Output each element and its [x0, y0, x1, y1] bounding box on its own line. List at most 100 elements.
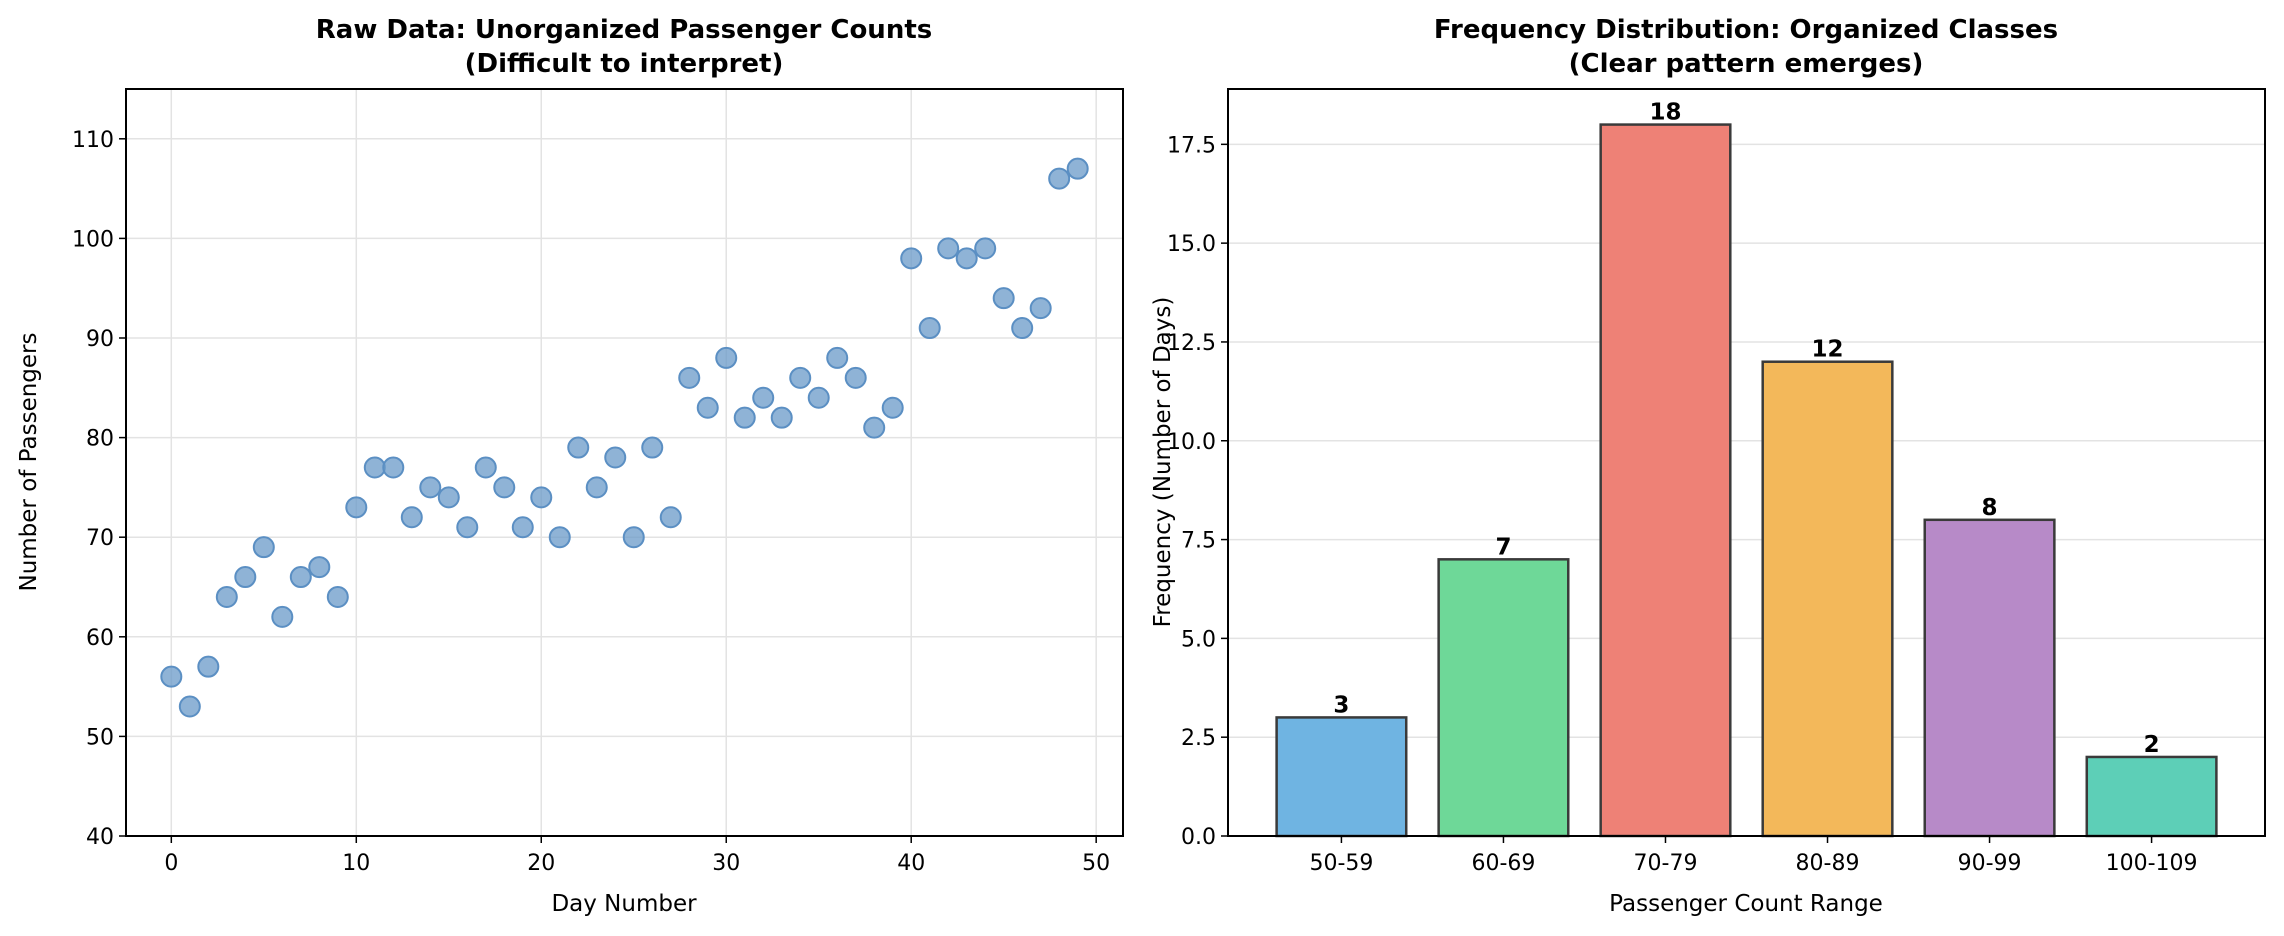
bar-axes-frame [1227, 88, 2266, 837]
bar [1923, 518, 2056, 838]
bar-x-tick-label: 50-59 [1309, 851, 1373, 876]
scatter-title: Raw Data: Unorganized Passenger Counts [316, 15, 932, 45]
scatter-point [844, 366, 867, 389]
scatter-y-tick-label: 50 [86, 725, 114, 750]
bars: 3 7 18 12 8 2 [1275, 100, 2218, 838]
bar-y-tick-label: 17.5 [1167, 133, 1216, 158]
bar-y-tick-label: 7.5 [1181, 529, 1216, 554]
scatter-point [437, 486, 460, 509]
scatter-point [641, 436, 664, 459]
bar-x-tick-label: 70-79 [1634, 851, 1698, 876]
bar [1599, 123, 1732, 838]
scatter-point [456, 516, 479, 539]
scatter-point [752, 386, 775, 409]
scatter-point [733, 406, 756, 429]
scatter-axes-frame [125, 88, 1124, 837]
scatter-point [511, 516, 534, 539]
scatter-point [918, 317, 941, 340]
scatter-point [215, 585, 238, 608]
scatter-point [900, 247, 923, 270]
scatter-y-tick-label: 60 [86, 626, 114, 651]
scatter-point [585, 476, 608, 499]
scatter-ylabel: Number of Passengers [16, 333, 42, 592]
bar-y-tick-label: 15.0 [1167, 232, 1216, 257]
bar-y-tick-label: 12.5 [1167, 331, 1216, 356]
scatter-point [271, 605, 294, 628]
scatter-point [992, 287, 1015, 310]
bar [2085, 755, 2218, 838]
scatter-x-tick-label: 40 [897, 851, 925, 876]
bar-grid [1228, 143, 2265, 738]
scatter-grid [126, 89, 1123, 836]
bar-y-tick-label: 10.0 [1167, 430, 1216, 455]
bar [1437, 558, 1570, 838]
scatter-ticks: 0 10 20 30 40 50 40 50 60 70 80 90 100 110 [72, 128, 1110, 876]
bar-value-label: 2 [2144, 732, 2160, 758]
scatter-x-tick-label: 50 [1082, 851, 1110, 876]
scatter-point [308, 556, 331, 579]
bar-value-label: 7 [1495, 534, 1511, 560]
scatter-y-tick-label: 100 [72, 227, 114, 252]
scatter-chart: Raw Data: Unorganized Passenger Counts (… [16, 15, 1124, 917]
scatter-point [234, 566, 257, 589]
scatter-y-tick-label: 110 [72, 128, 114, 153]
scatter-point [363, 456, 386, 479]
scatter-point [567, 436, 590, 459]
scatter-point [160, 665, 183, 688]
scatter-point [493, 476, 516, 499]
scatter-point [604, 446, 627, 469]
scatter-point [530, 486, 553, 509]
bar-value-label: 8 [1982, 495, 1998, 521]
scatter-point [1029, 297, 1052, 320]
scatter-point [400, 506, 423, 529]
scatter-point [178, 695, 201, 718]
scatter-x-tick-label: 10 [342, 851, 370, 876]
bar-y-tick-label: 2.5 [1181, 726, 1216, 751]
scatter-point [863, 416, 886, 439]
scatter-point [419, 476, 442, 499]
scatter-point [807, 386, 830, 409]
scatter-point [289, 566, 312, 589]
scatter-point [715, 346, 738, 369]
scatter-point [881, 396, 904, 419]
bar-value-label: 18 [1649, 100, 1681, 126]
scatter-point [252, 536, 275, 559]
scatter-point [1011, 317, 1034, 340]
scatter-point [937, 237, 960, 260]
bar-y-tick-label: 0.0 [1181, 825, 1216, 850]
bar-y-tick-label: 5.0 [1181, 627, 1216, 652]
scatter-point [678, 366, 701, 389]
bar-value-label: 3 [1333, 692, 1349, 718]
bar-value-label: 12 [1812, 337, 1844, 363]
bar [1761, 360, 1894, 838]
bar [1275, 716, 1408, 838]
scatter-x-tick-label: 30 [712, 851, 740, 876]
bar-x-tick-label: 100-109 [2106, 851, 2198, 876]
scatter-point [696, 396, 719, 419]
scatter-point [548, 526, 571, 549]
scatter-point [974, 237, 997, 260]
bar-xlabel: Passenger Count Range [1609, 891, 1883, 917]
scatter-point [474, 456, 497, 479]
scatter-y-tick-label: 90 [86, 327, 114, 352]
scatter-point [659, 506, 682, 529]
bar-chart: Frequency Distribution: Organized Classe… [1150, 15, 2266, 917]
scatter-point [1066, 157, 1089, 180]
scatter-x-tick-label: 20 [527, 851, 555, 876]
scatter-point [345, 496, 368, 519]
bar-x-tick-label: 60-69 [1471, 851, 1535, 876]
scatter-points [160, 157, 1089, 718]
scatter-point [826, 346, 849, 369]
bar-x-tick-label: 90-99 [1958, 851, 2022, 876]
scatter-point [789, 366, 812, 389]
scatter-subtitle: (Difficult to interpret) [465, 49, 784, 79]
scatter-point [622, 526, 645, 549]
scatter-point [955, 247, 978, 270]
scatter-point [1048, 167, 1071, 190]
scatter-y-tick-label: 80 [86, 427, 114, 452]
scatter-point [197, 655, 220, 678]
scatter-y-tick-label: 70 [86, 526, 114, 551]
scatter-y-tick-label: 40 [86, 825, 114, 850]
bar-ylabel: Frequency (Number of Days) [1150, 297, 1176, 628]
